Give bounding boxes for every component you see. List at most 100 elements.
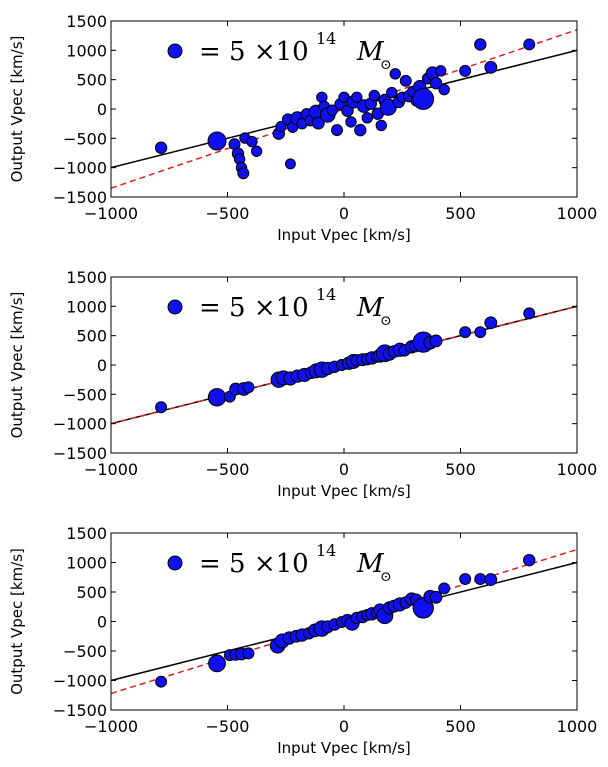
panel-3: −1000 −500 0 500 1000150010005000−500−1000−1… (8, 524, 597, 757)
x-tick-label: −500 (206, 717, 250, 736)
legend: = 5 ×10 14 M⊙ (167, 285, 392, 329)
data-point (474, 326, 487, 339)
legend-subscript: ⊙ (380, 313, 392, 329)
y-tick-label: −1000 (53, 415, 107, 434)
plot-area (111, 29, 577, 189)
y-tick-label: −500 (63, 385, 107, 404)
data-point (351, 91, 363, 103)
data-point (207, 131, 227, 151)
data-point (429, 334, 443, 348)
y-tick-label: −1000 (53, 672, 107, 691)
panel-1: −1000 −500 0 500 1000150010005000−500−1000−1… (8, 12, 597, 244)
legend: = 5 ×10 14 M⊙ (167, 29, 392, 73)
data-point (484, 60, 498, 74)
x-tick-label: −500 (206, 460, 250, 479)
data-point (242, 381, 255, 394)
y-tick-label: 0 (97, 100, 107, 119)
y-axis-label: Output Vpec [km/s] (8, 548, 26, 695)
y-axis-label: Output Vpec [km/s] (8, 292, 26, 439)
data-point (459, 64, 472, 77)
data-point (429, 590, 443, 604)
x-tick-label: 0 (339, 717, 349, 736)
data-point (375, 119, 387, 132)
plot-area (111, 305, 577, 425)
legend-marker (167, 555, 183, 571)
legend-subscript: ⊙ (380, 57, 392, 73)
data-point (250, 145, 263, 157)
data-point (368, 89, 380, 102)
legend-exponent: 14 (316, 285, 336, 304)
y-tick-label: −1500 (53, 444, 107, 463)
data-point (429, 76, 443, 90)
data-point (434, 65, 447, 77)
data-point (361, 112, 373, 124)
data-point (331, 124, 343, 137)
y-tick-label: 1000 (66, 554, 107, 573)
legend-exponent: 14 (316, 541, 336, 560)
data-point (412, 88, 435, 110)
plot-area (111, 548, 577, 695)
x-tick-label: −500 (206, 204, 250, 223)
legend-symbol: M (356, 549, 385, 579)
x-tick-label: −1000 (84, 460, 138, 479)
x-tick-label: 0 (339, 460, 349, 479)
y-tick-label: −500 (63, 642, 107, 661)
data-point (484, 573, 498, 587)
y-tick-label: 0 (97, 356, 107, 375)
legend-symbol: M (356, 293, 385, 323)
y-tick-label: −500 (63, 129, 107, 148)
y-axis-label: Output Vpec [km/s] (8, 36, 26, 183)
data-point (155, 401, 168, 414)
data-point (523, 307, 536, 320)
x-tick-label: 500 (445, 204, 476, 223)
data-point (207, 388, 227, 407)
legend-symbol: M (356, 37, 385, 67)
y-tick-label: 1500 (66, 12, 107, 31)
x-tick-label: 1000 (557, 460, 598, 479)
x-axis-label: Input Vpec [km/s] (277, 226, 411, 244)
data-point (237, 167, 250, 180)
panel-2: −1000 −500 0 500 1000150010005000−500−1000−1… (8, 268, 597, 500)
y-tick-label: 1500 (66, 524, 107, 543)
data-point (438, 83, 450, 96)
x-tick-label: −1000 (84, 204, 138, 223)
data-point (399, 74, 412, 87)
x-tick-label: 1000 (557, 204, 598, 223)
data-point (208, 654, 226, 673)
x-axis-label: Input Vpec [km/s] (277, 739, 411, 757)
legend-subscript: ⊙ (380, 569, 392, 585)
data-point (474, 573, 487, 585)
data-point (242, 647, 255, 660)
data-point (154, 141, 168, 154)
legend: = 5 ×10 14 M⊙ (167, 541, 392, 585)
data-point (484, 316, 498, 330)
data-point (474, 38, 487, 51)
data-point (389, 68, 401, 80)
data-point (459, 326, 472, 339)
x-tick-label: 0 (339, 204, 349, 223)
legend-text: = 5 ×10 (199, 293, 309, 323)
data-point (284, 158, 296, 170)
legend-marker (167, 43, 183, 59)
y-tick-label: −1500 (53, 188, 107, 207)
y-tick-label: 1000 (66, 297, 107, 316)
fit-line (111, 29, 577, 189)
data-point (459, 573, 472, 585)
y-tick-label: 500 (76, 583, 107, 602)
data-point (246, 135, 258, 148)
x-tick-label: 500 (445, 460, 476, 479)
data-point (311, 116, 325, 130)
y-tick-label: −1500 (53, 701, 107, 720)
x-axis-label: Input Vpec [km/s] (277, 482, 411, 500)
y-tick-label: −1000 (53, 159, 107, 178)
y-tick-label: 1500 (66, 268, 107, 287)
legend-text: = 5 ×10 (199, 37, 309, 67)
data-point (345, 116, 357, 128)
x-tick-label: 500 (445, 717, 476, 736)
y-tick-label: 500 (76, 71, 107, 90)
data-point (438, 582, 451, 595)
data-point (354, 123, 367, 137)
legend-exponent: 14 (316, 29, 336, 48)
data-point (386, 86, 398, 99)
